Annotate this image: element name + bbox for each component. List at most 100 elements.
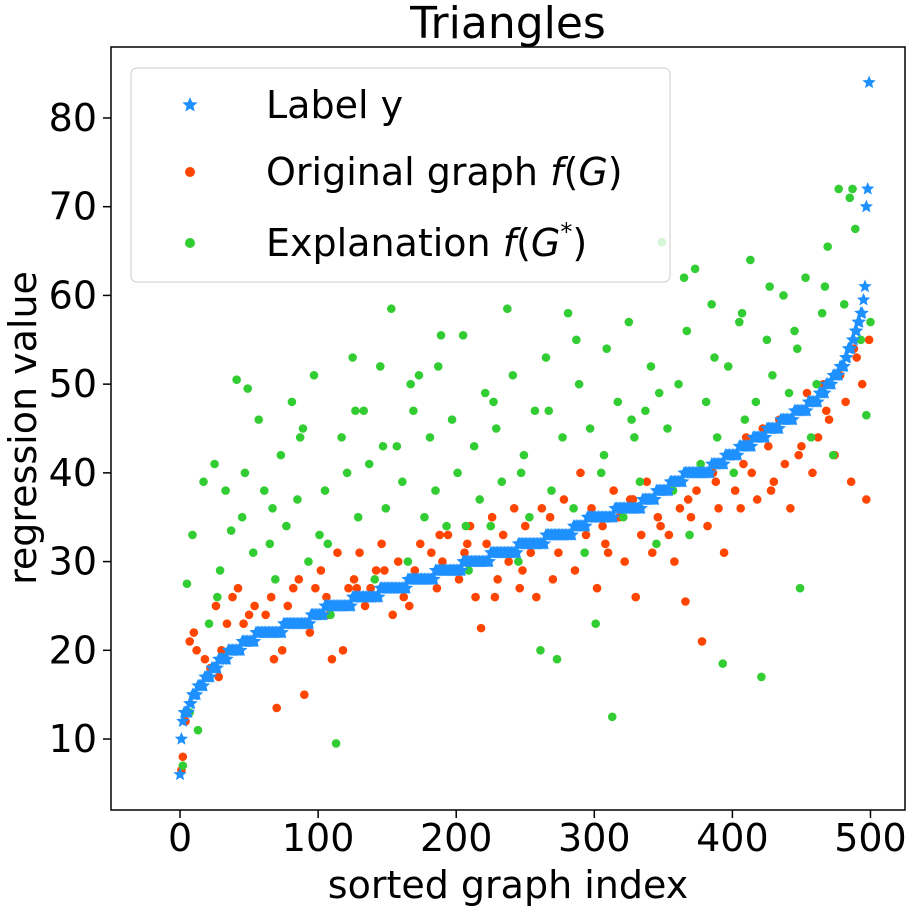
y-tick-label: 60: [49, 273, 97, 317]
original-point: [371, 566, 381, 575]
explanation-point: [516, 468, 526, 478]
explanation-point: [215, 566, 225, 575]
y-tick-label: 70: [49, 185, 97, 229]
original-point: [399, 592, 409, 602]
original-point: [435, 530, 444, 540]
explanation-point: [552, 654, 562, 664]
explanation-point: [442, 521, 451, 531]
y-tick-label: 40: [49, 451, 97, 495]
explanation-point: [453, 468, 462, 478]
original-point: [454, 575, 464, 584]
original-point: [846, 477, 856, 487]
label-point: [565, 527, 579, 541]
original-point: [427, 548, 436, 558]
original-point: [432, 583, 442, 593]
original-point: [559, 495, 569, 504]
explanation-point: [710, 353, 719, 362]
explanation-point: [536, 646, 545, 655]
original-point: [554, 548, 563, 558]
label-point: [427, 572, 441, 585]
label-point: [537, 536, 552, 550]
label-point: [855, 306, 869, 319]
y-tick-label: 50: [49, 362, 97, 406]
explanation-point: [746, 255, 755, 265]
original-point: [518, 566, 527, 575]
label-point: [189, 687, 204, 701]
explanation-point: [221, 486, 230, 495]
original-point: [852, 353, 861, 362]
explanation-point: [436, 331, 446, 340]
x-tick-label: 200: [420, 816, 493, 860]
original-point: [808, 468, 817, 478]
explanation-point: [226, 526, 236, 535]
original-point: [681, 597, 690, 606]
explanation-point: [682, 326, 692, 336]
original-point: [636, 530, 646, 540]
original-point: [416, 539, 425, 549]
original-point: [487, 512, 497, 522]
explanation-point: [320, 486, 330, 495]
label-point: [800, 403, 814, 417]
original-point: [462, 539, 472, 549]
original-point: [802, 388, 812, 398]
label-point: [862, 75, 876, 89]
original-point: [683, 495, 693, 504]
y-tick-label: 30: [49, 540, 97, 584]
explanation-point: [348, 353, 357, 362]
explanation-point: [375, 362, 385, 371]
explanation-point: [359, 406, 369, 416]
explanation-point: [381, 504, 391, 513]
explanation-point: [790, 326, 799, 336]
label-point: [847, 332, 861, 346]
original-point: [697, 637, 707, 646]
label-point: [731, 448, 745, 461]
explanation-point: [491, 424, 501, 433]
label-point: [856, 292, 871, 306]
explanation-point: [663, 424, 672, 433]
original-point: [821, 406, 831, 416]
explanation-point: [213, 592, 222, 602]
original-point: [766, 486, 776, 495]
explanation-point: [848, 184, 857, 194]
original-point: [628, 495, 638, 504]
original-point: [520, 521, 530, 531]
original-point: [570, 566, 580, 575]
explanation-point: [762, 335, 772, 345]
explanation-point: [580, 548, 589, 558]
original-point: [352, 583, 362, 593]
explanation-point: [514, 557, 523, 566]
original-point: [587, 504, 596, 513]
original-point: [344, 583, 353, 593]
label-point: [832, 368, 846, 381]
original-point: [548, 575, 558, 584]
explanation-point: [845, 193, 855, 203]
explanation-point: [378, 441, 388, 451]
label-point: [220, 652, 234, 665]
original-point: [862, 495, 871, 504]
label-point: [844, 341, 858, 355]
explanation-point: [850, 224, 860, 234]
original-point: [780, 459, 790, 469]
legend-label-original: Original graph f(G): [266, 150, 623, 194]
explanation-point: [839, 299, 849, 309]
explanation-point: [701, 397, 711, 407]
explanation-point: [765, 282, 774, 291]
label-point: [181, 705, 195, 719]
explanation-point: [309, 370, 319, 380]
original-point: [515, 583, 525, 593]
label-point: [247, 634, 262, 648]
explanation-point: [585, 424, 595, 433]
label-point: [399, 581, 414, 594]
original-point: [393, 557, 403, 566]
original-point: [283, 601, 293, 611]
original-point: [794, 450, 803, 460]
y-axis-label: regression value: [1, 271, 45, 585]
explanation-point: [370, 575, 380, 584]
original-point: [438, 557, 447, 566]
explanation-point: [486, 521, 496, 531]
explanation-point: [409, 406, 418, 416]
explanation-point: [433, 362, 443, 371]
explanation-point: [674, 379, 683, 389]
original-point: [498, 530, 508, 540]
explanation-point: [193, 725, 203, 735]
